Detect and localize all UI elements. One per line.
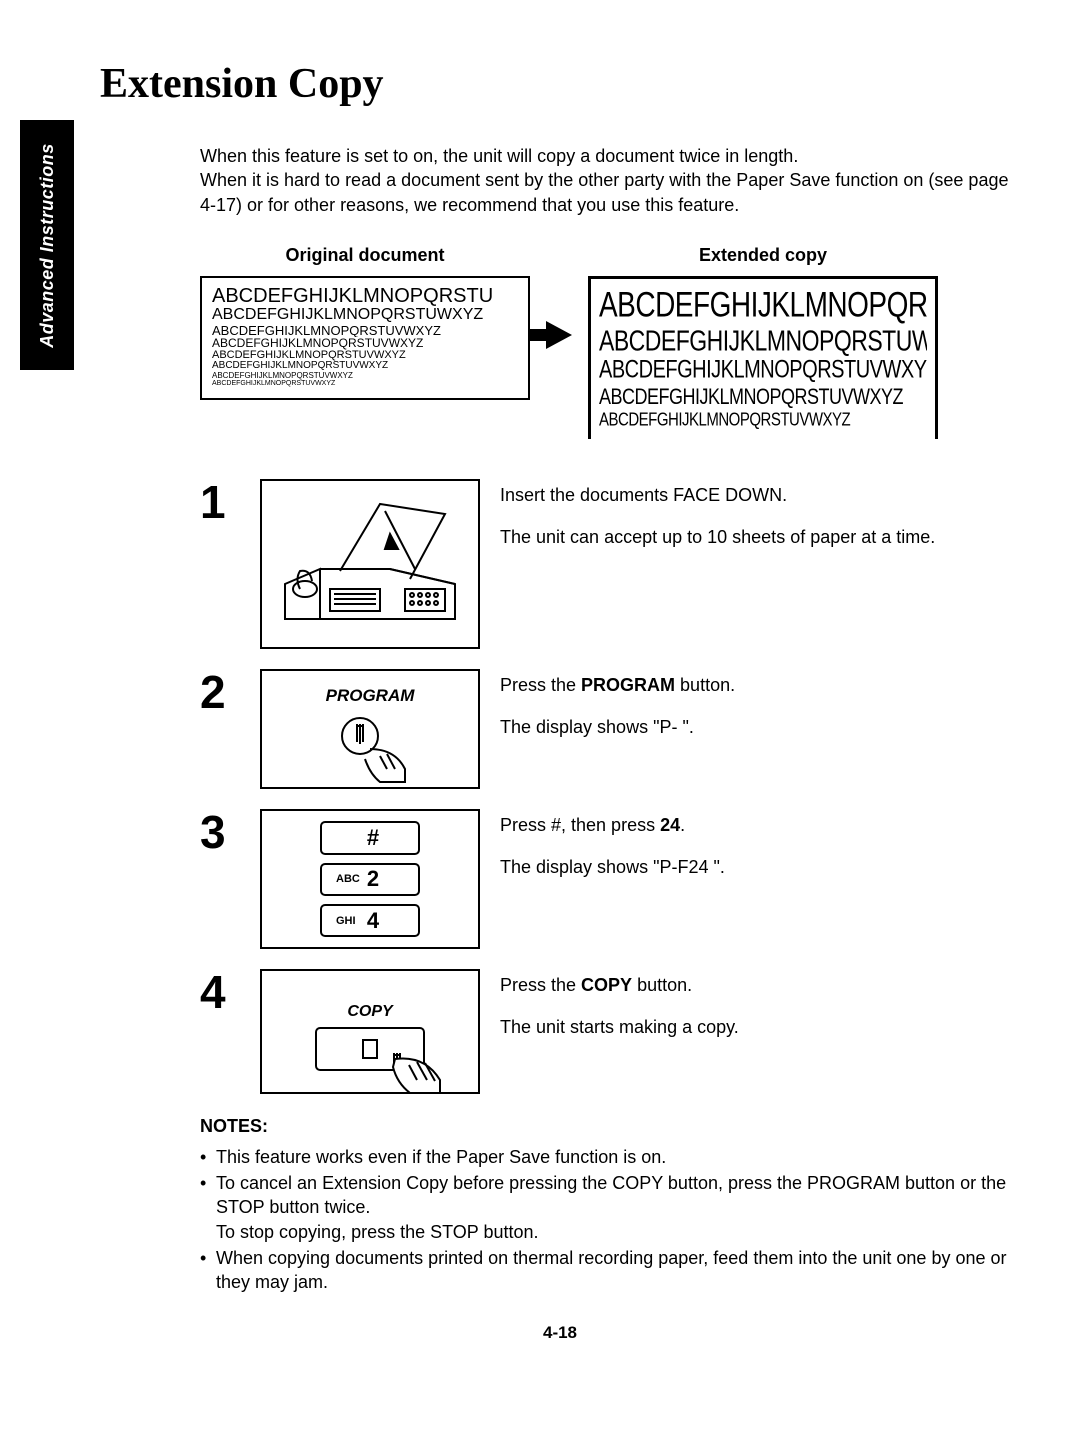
step-number: 2 — [200, 669, 240, 715]
step-4: 4 COPY — [200, 969, 1020, 1094]
step-number: 3 — [200, 809, 240, 855]
hand-icon — [385, 1045, 445, 1095]
arrow-icon — [546, 321, 572, 349]
step-3-line-2: The display shows "P-F24 ". — [500, 855, 1020, 880]
side-tab-label: Advanced Instructions — [37, 143, 58, 348]
step-1-line-1: Insert the documents FACE DOWN. — [500, 483, 1020, 508]
step-number: 1 — [200, 479, 240, 525]
note-item: This feature works even if the Paper Sav… — [200, 1145, 1020, 1169]
sample-text-line: ABCDEFGHIJKLMNOPQRSTUVWXYZ — [212, 324, 518, 338]
note-item: When copying documents printed on therma… — [200, 1246, 1020, 1295]
comparison-diagram: Original document ABCDEFGHIJKLMNOPQRSTUA… — [200, 245, 1020, 440]
step-1-illustration — [260, 479, 480, 649]
original-label: Original document — [200, 245, 530, 266]
press-button-icon — [325, 714, 415, 784]
step-4-illustration: COPY — [260, 969, 480, 1094]
fax-machine-icon — [270, 489, 470, 639]
step-2-line-1: Press the PROGRAM button. — [500, 673, 1020, 698]
note-item: To cancel an Extension Copy before press… — [200, 1171, 1020, 1244]
step-1: 1 — [200, 479, 1020, 649]
extended-label: Extended copy — [588, 245, 938, 266]
step-1-line-2: The unit can accept up to 10 sheets of p… — [500, 525, 1020, 550]
step-3: 3 # ABC2 GHI4 Press #, then press 24. The … — [200, 809, 1020, 949]
page-title: Extension Copy — [100, 60, 1020, 108]
sample-text-line: ABCDEFGHIJKLMNOPQRSTUVWXYZ — [212, 337, 518, 350]
notes-section: NOTES: This feature works even if the Pa… — [200, 1114, 1020, 1294]
sample-text-line: ABCDEFGHIJKLMNOPQRSTUVWXYZ — [599, 356, 927, 385]
sample-text-line: ABCDEFGHIJKLMNOPQRSTUWXYZ — [212, 307, 518, 324]
side-tab: Advanced Instructions — [20, 120, 74, 370]
step-number: 4 — [200, 969, 240, 1015]
page-number: 4-18 — [100, 1323, 1020, 1343]
extended-copy-box: ABCDEFGHIJKLMNOPQRSTUABCDEFGHIJKLMNOPQRS… — [588, 276, 938, 440]
sample-text-line: ABCDEFGHIJKLMNOPQRSTUVWXYZ — [212, 372, 518, 380]
sample-text-line: ABCDEFGHIJKLMNOPQRSTUVWXYZ — [212, 380, 518, 387]
copy-label: COPY — [347, 1003, 392, 1021]
step-4-line-2: The unit starts making a copy. — [500, 1015, 1020, 1040]
sample-text-line: ABCDEFGHIJKLMNOPQRSTU — [599, 285, 927, 325]
keypad-key: GHI4 — [320, 904, 420, 937]
step-2-line-2: The display shows "P- ". — [500, 715, 1020, 740]
sample-text-line: ABCDEFGHIJKLMNOPQRSTUVWXYZ — [212, 361, 518, 372]
sample-text-line: ABCDEFGHIJKLMNOPQRSTUVWXYZ — [599, 384, 927, 410]
original-document-box: ABCDEFGHIJKLMNOPQRSTUABCDEFGHIJKLMNOPQRS… — [200, 276, 530, 400]
step-3-line-1: Press #, then press 24. — [500, 813, 1020, 838]
keypad-key: ABC2 — [320, 863, 420, 896]
sample-text-line: ABCDEFGHIJKLMNOPQRSTUVWXYZ — [599, 409, 927, 431]
step-3-illustration: # ABC2 GHI4 — [260, 809, 480, 949]
program-label: PROGRAM — [326, 686, 415, 706]
sample-text-line: ABCDEFGHIJKLMNOPQRSTUVWXYZ — [212, 350, 518, 362]
step-2-illustration: PROGRAM — [260, 669, 480, 789]
sample-text-line: ABCDEFGHIJKLMNOPQRSTU — [212, 286, 518, 307]
step-4-line-1: Press the COPY button. — [500, 973, 1020, 998]
sample-text-line: ABCDEFGHIJKLMNOPQRSTUWXYZ — [599, 324, 927, 357]
intro-text: When this feature is set to on, the unit… — [200, 144, 1020, 217]
step-2: 2 PROGRAM Press the PROGRAM button. — [200, 669, 1020, 789]
keypad-key: # — [320, 821, 420, 854]
notes-title: NOTES: — [200, 1114, 1020, 1138]
